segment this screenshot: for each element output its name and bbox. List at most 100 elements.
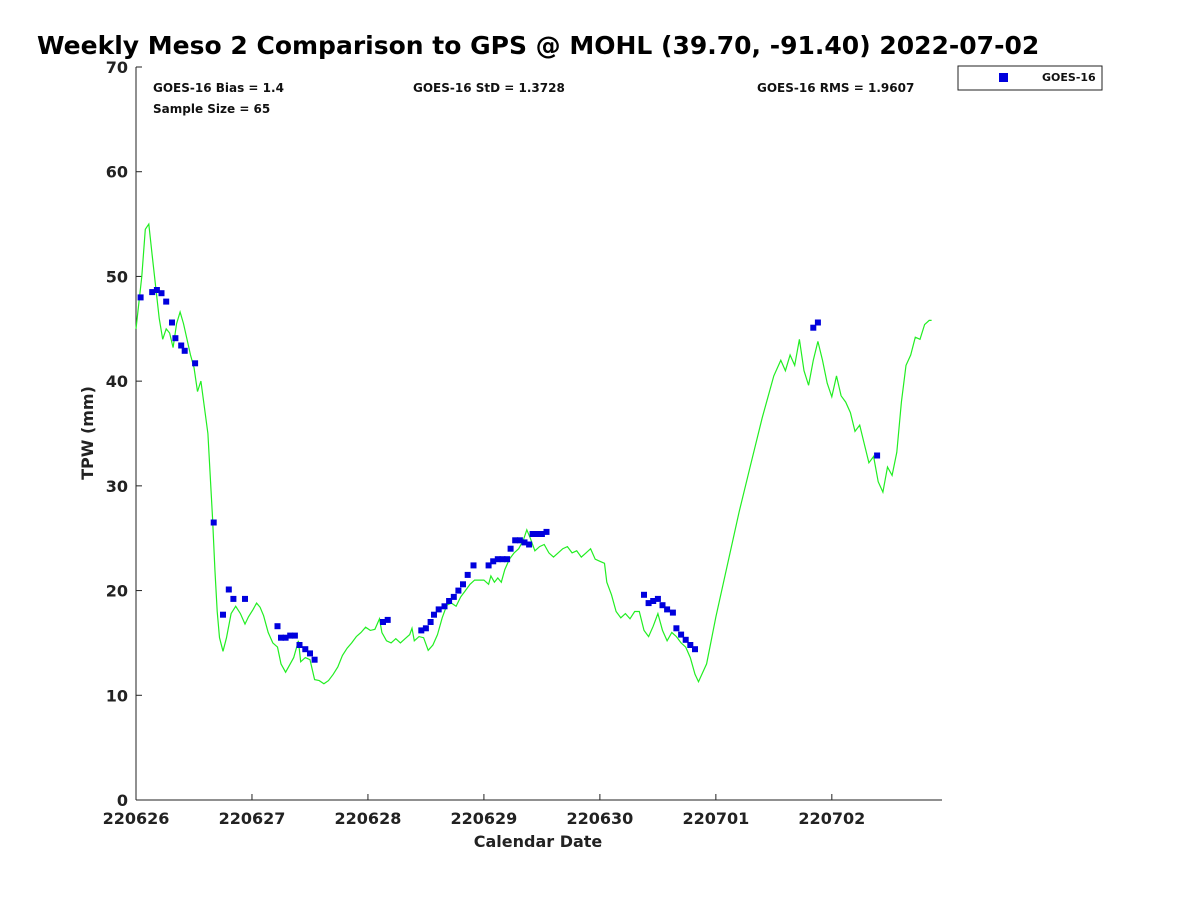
goes16-point <box>645 600 652 607</box>
goes16-point <box>460 581 466 588</box>
goes16-point <box>485 562 492 569</box>
goes16-point <box>169 319 175 326</box>
x-tick-label: 220629 <box>451 809 518 828</box>
goes16-point <box>526 541 533 548</box>
goes16-point <box>687 642 694 648</box>
goes16-point <box>664 606 671 613</box>
goes16-point <box>137 294 144 301</box>
legend-box <box>957 65 1103 91</box>
goes16-point <box>311 656 318 663</box>
goes16-point <box>504 556 511 563</box>
goes16-point <box>470 562 477 569</box>
goes16-point <box>422 625 429 632</box>
goes16-point <box>287 632 294 639</box>
x-tick-label: 220627 <box>219 809 286 828</box>
gps-line <box>135 222 932 685</box>
goes16-point <box>282 634 289 641</box>
goes16-point <box>450 593 457 600</box>
gps-series <box>135 222 932 685</box>
goes16-point <box>307 650 313 657</box>
goes16-point <box>181 347 188 354</box>
x-tick-label: 220626 <box>103 809 170 828</box>
bias-stat: GOES-16 Bias = 1.4 <box>153 81 284 95</box>
goes16-point <box>192 360 199 367</box>
plot-area: 0 10 20 30 40 50 60 70 220626 220627 220628 220629… <box>103 58 942 828</box>
y-axis-label: TPW (mm) <box>78 386 97 480</box>
goes16-point <box>427 619 434 625</box>
goes16-point <box>521 539 528 546</box>
y-tick-label: 10 <box>106 686 128 705</box>
goes16-point <box>220 611 226 618</box>
goes16-point <box>543 528 550 535</box>
goes16-point <box>418 627 425 634</box>
goes16-point <box>650 598 657 604</box>
goes16-point <box>874 452 881 459</box>
legend: GOES-16 <box>957 65 1103 91</box>
goes16-point <box>163 298 170 305</box>
goes16-point <box>274 623 281 630</box>
goes16-point <box>654 595 661 602</box>
goes16-point <box>435 606 442 613</box>
y-tick-label: 60 <box>106 163 128 182</box>
x-tick-label: 220701 <box>682 809 749 828</box>
y-tick-label: 30 <box>106 477 128 496</box>
x-tick-label: 220628 <box>335 809 402 828</box>
y-ticks: 0 10 20 30 40 50 60 70 <box>106 58 142 810</box>
goes16-point <box>810 324 817 331</box>
goes16-point <box>242 595 248 602</box>
goes16-point <box>814 319 821 326</box>
goes16-point <box>659 602 666 609</box>
legend-label: GOES-16 <box>1042 71 1096 84</box>
y-tick-label: 20 <box>106 582 128 601</box>
goes16-point <box>302 646 309 653</box>
x-ticks: 220626 220627 220628 220629 220630 220701 2207… <box>103 794 865 828</box>
goes16-point <box>507 545 514 552</box>
x-tick-label: 220702 <box>798 809 865 828</box>
goes16-point <box>291 632 298 639</box>
goes16-point <box>153 287 160 293</box>
goes16-point <box>641 591 647 598</box>
goes16-point <box>296 642 303 648</box>
goes16-point <box>534 531 541 537</box>
goes16-point <box>149 289 156 296</box>
goes16-series <box>137 287 881 663</box>
goes16-point <box>516 537 523 544</box>
goes16-point <box>682 636 689 643</box>
goes16-point <box>678 631 685 638</box>
goes16-point <box>230 595 237 602</box>
std-stat: GOES-16 StD = 1.3728 <box>413 81 565 95</box>
chart-title: Weekly Meso 2 Comparison to GPS @ MOHL (… <box>37 31 1039 60</box>
sample-size-stat: Sample Size = 65 <box>153 102 270 116</box>
y-tick-label: 70 <box>106 58 128 77</box>
goes16-point <box>380 619 386 625</box>
y-tick-label: 0 <box>117 791 128 810</box>
goes16-point <box>172 335 179 342</box>
goes16-point <box>494 556 501 563</box>
goes16-point <box>499 556 506 563</box>
goes16-point <box>158 290 165 297</box>
x-tick-label: 220630 <box>566 809 633 828</box>
goes16-point <box>490 558 497 565</box>
goes16-point <box>673 625 680 632</box>
goes16-point <box>178 342 185 349</box>
goes16-point <box>455 587 462 594</box>
goes16-point <box>669 609 676 616</box>
goes16-point <box>431 611 437 618</box>
goes16-point <box>538 531 545 537</box>
rms-stat: GOES-16 RMS = 1.9607 <box>757 81 914 95</box>
goes16-point <box>441 603 448 610</box>
y-tick-label: 50 <box>106 267 128 286</box>
goes16-point <box>512 537 519 544</box>
y-tick-label: 40 <box>106 372 128 391</box>
goes16-point <box>225 586 232 593</box>
goes16-point <box>692 646 698 653</box>
goes16-point <box>529 531 536 537</box>
x-axis-label: Calendar Date <box>474 832 603 851</box>
legend-marker <box>999 73 1008 82</box>
goes16-point <box>210 519 217 526</box>
goes16-point <box>464 571 471 578</box>
goes16-point <box>384 616 391 623</box>
goes16-point <box>446 598 453 604</box>
goes16-point <box>278 634 284 641</box>
